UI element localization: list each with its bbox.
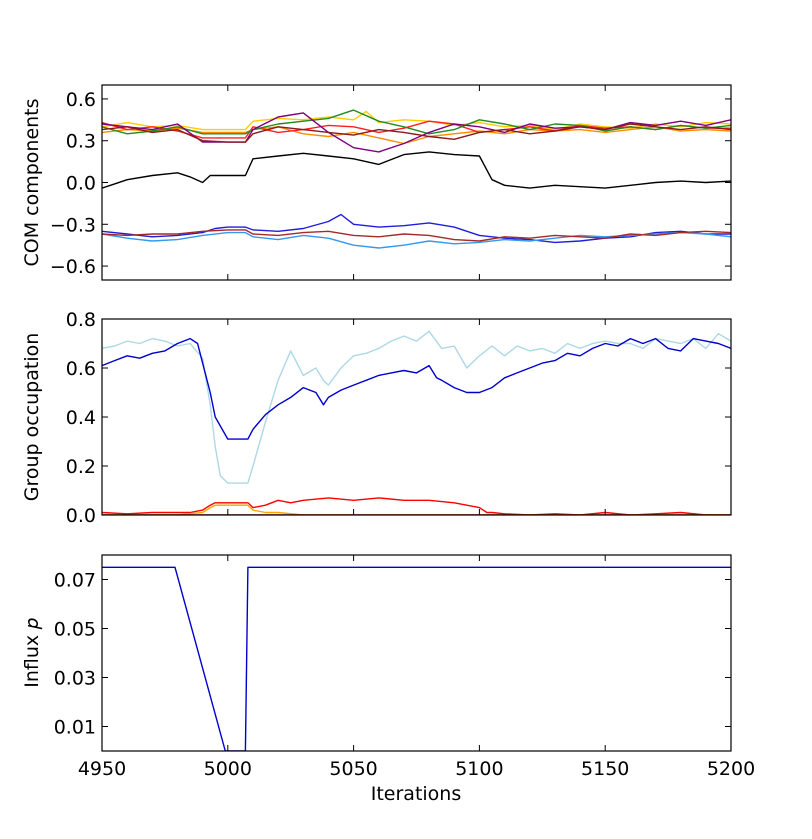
series-line-1 (102, 213, 731, 244)
series-line-4 (102, 151, 731, 189)
y-tick-label: 0.2 (66, 456, 96, 478)
series-group (102, 566, 731, 751)
series-line-3 (102, 229, 731, 242)
y-tick-label: 0.03 (54, 668, 96, 690)
series-line-8 (102, 109, 731, 135)
panel-2: 0.0 0.2 0.4 0.6 0.8 Group occupation (21, 309, 732, 527)
series-line-2 (102, 337, 731, 440)
series-line-9 (102, 112, 731, 153)
y-axis-label: Influx 𝑝 (21, 618, 43, 688)
x-tick-label: 5150 (581, 758, 629, 780)
series-line-4 (102, 504, 731, 515)
series-line-7 (102, 120, 731, 139)
y-axis-label: Group occupation (21, 333, 43, 502)
x-axis-label: Iterations (371, 783, 462, 805)
y-tick-label: 0.8 (66, 309, 96, 331)
panel-3: 0.01 0.03 0.05 0.07 4950 5000 5050 5100 5150 5200… (21, 554, 755, 780)
y-tick-label: 0.6 (66, 89, 96, 111)
panel-1: −0.6 −0.3 0.0 0.3 0.6 COM components (21, 84, 732, 281)
y-tick-label: −0.6 (50, 256, 96, 278)
x-tick-label: 5000 (204, 758, 252, 780)
y-tick-label: 0.4 (66, 407, 96, 429)
series-group (102, 109, 731, 249)
y-tick-label: −0.3 (50, 214, 96, 236)
x-tick-label: 4950 (78, 758, 126, 780)
y-tick-label: 0.3 (66, 131, 96, 153)
y-tick-label: 0.6 (66, 358, 96, 380)
y-tick-label: 0.05 (54, 619, 96, 641)
x-tick-label: 5100 (455, 758, 503, 780)
series-line-1 (102, 330, 731, 484)
series-line-1 (102, 566, 731, 751)
plot-frame (101, 318, 732, 516)
plot-frame (101, 554, 732, 752)
y-tick-label: 0.07 (54, 570, 96, 592)
x-tick-label: 5050 (329, 758, 377, 780)
series-line-10 (102, 123, 731, 143)
y-tick-label: 0.0 (66, 505, 96, 527)
x-tick-label: 5200 (707, 758, 755, 780)
plot-frame (101, 84, 732, 281)
y-tick-label: 0.01 (54, 717, 96, 739)
y-axis-label: COM components (21, 98, 43, 266)
y-tick-label: 0.0 (66, 173, 96, 195)
series-group (102, 330, 731, 515)
